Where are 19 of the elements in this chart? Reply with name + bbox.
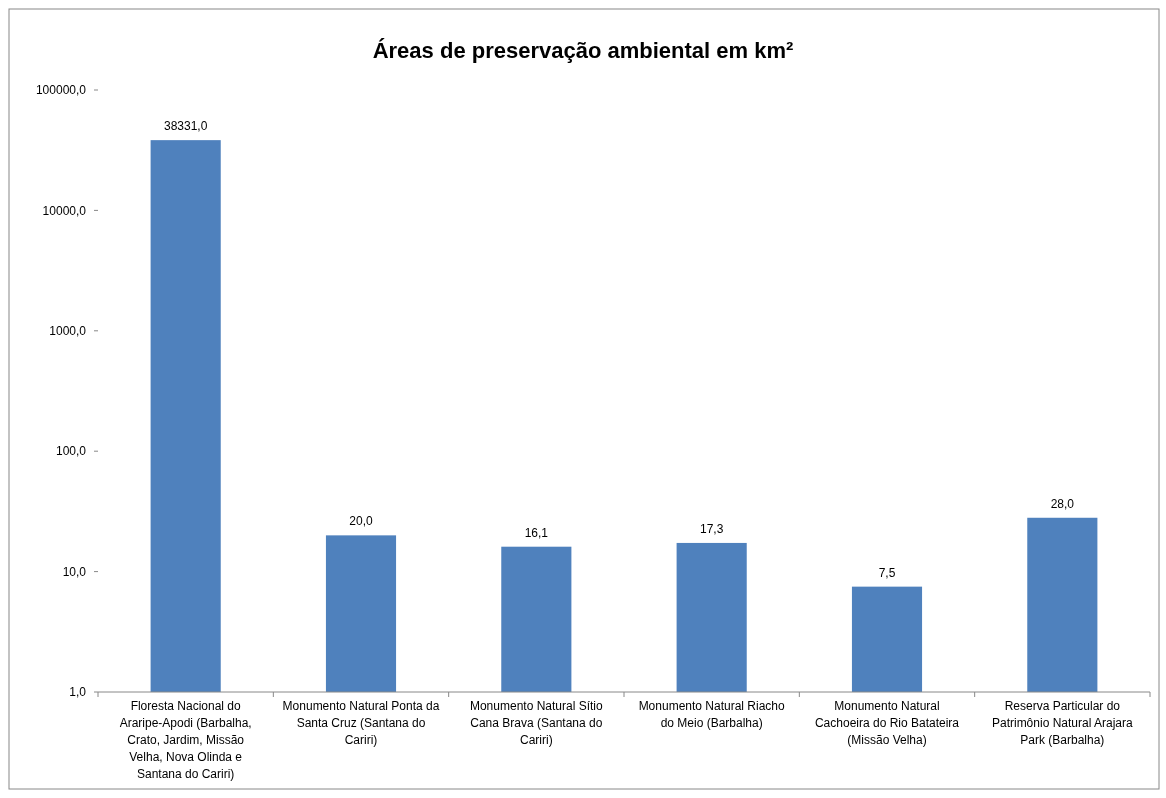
data-label: 16,1 [524, 525, 549, 540]
y-tick-label: 100,0 [55, 444, 87, 459]
x-tick-label: Floresta Nacional do Araripe-Apodi (Barbalha, Crato, Jardim, Missão Velha, Nova Olinda e Santana do Cariri) [119, 699, 252, 781]
data-label: 28,0 [1050, 496, 1075, 511]
x-tick-label: Monumento Natural Riacho do Meio (Barbalha) [638, 699, 786, 730]
chart-title: Áreas de preservação ambiental em km² [372, 38, 794, 63]
y-tick-label: 1000,0 [49, 324, 87, 338]
x-tick-label: Monumento Natural Sítio Cana Brava (Santana do Cariri) [469, 699, 604, 747]
data-label: 17,3 [699, 521, 724, 536]
y-tick-label: 1,0 [69, 685, 87, 700]
x-tick-label: Monumento Natural Ponta da Santa Cruz (Santana do Cariri) [282, 699, 440, 747]
x-tick-label: Monumento Natural Cachoeira do Rio Batateira (Missão Velha) [814, 699, 960, 747]
y-tick-label: 100000,0 [35, 83, 87, 98]
x-tick-label: Reserva Particular do Patrimônio Natural Arajara Park (Barbalha) [991, 699, 1134, 747]
y-tick-label: 10,0 [62, 564, 87, 579]
data-label: 7,5 [878, 565, 896, 580]
data-label: 38331,0 [163, 119, 208, 134]
y-tick-label: 10000,0 [42, 203, 87, 218]
data-label: 20,0 [349, 514, 373, 529]
